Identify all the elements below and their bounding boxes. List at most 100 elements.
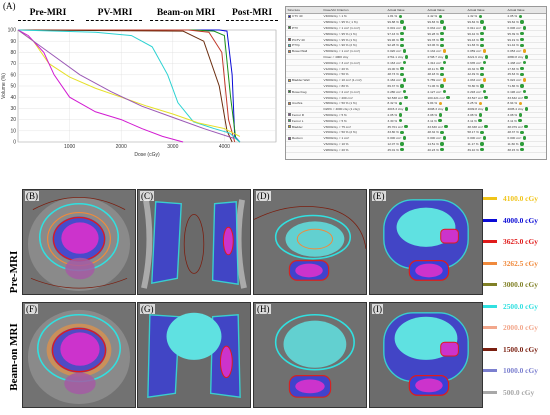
header-criterion: Dose/Vol Criterion (323, 8, 349, 12)
check-icon (440, 148, 444, 152)
actual-value-cell: 3.11 % (506, 119, 546, 123)
check-icon (404, 124, 408, 129)
check-icon (438, 14, 443, 19)
check-icon (480, 142, 484, 146)
row-label-pre-mri: Pre-MRI (8, 250, 20, 294)
actual-value: 95.39 % (507, 31, 519, 36)
table-row: V1200cGy < 20 % 19.00 % 18.11 % 16.32 % 17.8… (286, 66, 546, 72)
check-icon (438, 119, 442, 123)
actual-value-cell: 0.059 cm³ (466, 49, 506, 53)
structure-color-swatch (287, 49, 291, 53)
check-icon (524, 55, 529, 59)
structure-cell: Bowel bag (286, 90, 322, 94)
structure-cell: CTV 40 (286, 14, 322, 18)
actual-value-cell: 6.184 cm³ (386, 78, 426, 82)
actual-value-cell: 0.293 cm³ (466, 90, 506, 94)
check-icon (482, 61, 487, 65)
criterion-cell: V3800cGy > 95 % ( 1 %) (323, 20, 358, 25)
check-icon (520, 130, 524, 135)
check-icon (402, 78, 407, 82)
actual-value: 8.94 % (507, 101, 518, 106)
table-row: Bladder Wall V3000cGy < 10 cm³ (1 cm³) 6.1… (286, 78, 546, 84)
structure-name: Bladder Wall (292, 78, 310, 83)
actual-value-cell: 5.789 cm³ (426, 78, 466, 82)
actual-value-cell: 42.49 % (466, 72, 506, 76)
actual-value: 17.83 % (507, 66, 519, 71)
actual-value: 4.033 cm³ (467, 78, 482, 83)
check-icon (520, 66, 524, 71)
actual-value-cell: 1.81 % (386, 14, 426, 18)
check-icon (400, 72, 404, 77)
check-icon (518, 113, 523, 117)
actual-value: 0.635 cm³ (467, 60, 482, 65)
check-icon (402, 61, 407, 65)
legend-label: 3625.0 cGy (503, 237, 538, 246)
check-icon (522, 61, 527, 65)
dvh-criteria-table: Structure Dose/Vol Criterion Actual Valu… (285, 6, 547, 160)
actual-value: 71.06 % (427, 83, 439, 88)
structure-cell: Urethra (286, 101, 322, 105)
actual-value: 0.196 cm³ (507, 89, 522, 94)
criterion-cell: V2000cGy < 3 cm³ (1 cm³) (323, 60, 360, 65)
y-axis-label: Volume (%) (1, 73, 7, 99)
criterion-cell: V3000cGy < 5 % (323, 118, 347, 123)
actual-value: 99.96 % (387, 37, 399, 42)
check-icon (484, 107, 489, 111)
actual-value: 0.000 cm³ (507, 136, 522, 141)
y-tick-label: 20 (10, 117, 16, 123)
criterion-cell: Dmax < 4000 cGy (323, 54, 349, 59)
check-icon (400, 142, 404, 146)
check-icon (482, 78, 487, 82)
y-tick-label: 40 (10, 95, 16, 101)
actual-value: 38.338 cm³ (467, 124, 483, 129)
structure-color-swatch (287, 136, 291, 140)
actual-value: 0.020 cm³ (387, 49, 402, 54)
scan-panel-i: (I) (369, 302, 483, 408)
actual-value-cell: 99.84 % (466, 20, 506, 24)
table-row: Bladder V3000cGy < 75 cm³ 35.701 cm³ 33.630… (286, 124, 546, 130)
actual-value-cell: 6.25 % (466, 101, 506, 105)
actual-value: 2.05 % (387, 112, 398, 117)
actual-value-cell: 0.034 cm³ (426, 26, 466, 30)
actual-value: 4008.3 cGy (427, 107, 444, 112)
structure-color-swatch (287, 43, 291, 47)
structure-color-swatch (287, 119, 291, 123)
y-tick-label: 50 (10, 84, 16, 90)
actual-value-cell: 3.08 % (466, 113, 506, 117)
check-icon (480, 148, 484, 152)
actual-value-cell: 5.022 cm³ (506, 78, 546, 82)
actual-value: 9.84 % (427, 101, 438, 106)
actual-value: 2708.7 cGy (427, 54, 444, 59)
check-icon (442, 26, 447, 30)
header-actual-4: Actual Value (507, 8, 525, 12)
actual-value: 6.184 cm³ (387, 78, 402, 83)
legend-item: 3625.0 cGy (483, 237, 538, 246)
actual-value: 0.000 cm³ (467, 136, 482, 141)
table-header: Structure Dose/Vol Criterion Actual Valu… (286, 7, 546, 14)
actual-value-cell: 33.630 cm³ (426, 125, 466, 129)
actual-value: 2.127 cm³ (427, 89, 442, 94)
check-icon (444, 107, 449, 111)
check-icon (522, 26, 527, 30)
actual-value: 16.32 % (467, 66, 479, 71)
actual-value-cell: 0.635 cm³ (466, 61, 506, 65)
table-row: V3800cGy > 95 % (1 %) 97.43 % 96.28 % 96.42… (286, 31, 546, 38)
legend-item: 3262.5 cGy (483, 259, 538, 268)
legend-label: 3262.5 cGy (503, 258, 538, 268)
actual-value-cell: 48.37 % (506, 130, 546, 134)
structure-cell: PGTV 40 (286, 38, 322, 42)
actual-value-cell: 96.28 % (426, 32, 466, 36)
structure-color-swatch (287, 78, 291, 82)
dvh-series (17, 29, 241, 143)
check-icon (480, 84, 484, 88)
actual-value-cell: 0.020 cm³ (386, 49, 426, 53)
check-icon (522, 78, 527, 82)
actual-value-cell: 3.08 % (426, 113, 466, 117)
actual-value-cell: 93.06 % (426, 43, 466, 47)
actual-value-cell: 91.83 % (466, 43, 506, 47)
x-tick-label: 3000 (167, 144, 178, 150)
legend-item: 4000.0 cGy (483, 216, 538, 225)
actual-value: 39.10 % (467, 147, 479, 152)
actual-value: 0.059 cm³ (467, 49, 482, 54)
actual-value-cell: 96.42 % (466, 32, 506, 36)
